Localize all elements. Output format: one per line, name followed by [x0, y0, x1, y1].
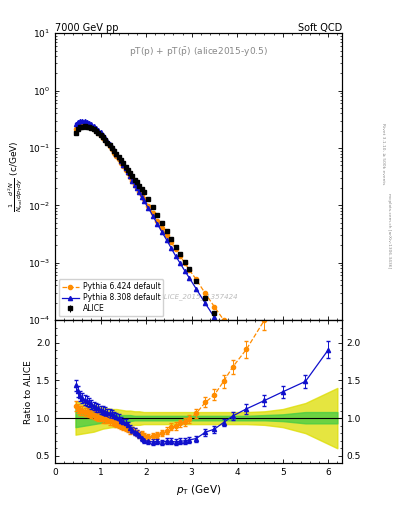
- Pythia 8.308 default: [101, 132, 105, 138]
- Pythia 6.424 default: [112, 150, 117, 156]
- Pythia 8.308 default: [110, 144, 114, 150]
- Pythia 8.308 default: [80, 118, 85, 124]
- Y-axis label: Ratio to ALICE: Ratio to ALICE: [24, 360, 33, 423]
- X-axis label: $p_{\rm T}$ (GeV): $p_{\rm T}$ (GeV): [176, 483, 221, 497]
- Line: Pythia 6.424 default: Pythia 6.424 default: [73, 122, 331, 431]
- Pythia 6.424 default: [303, 406, 308, 412]
- Pythia 8.308 default: [73, 121, 78, 127]
- Text: ALICE_2015_I1357424: ALICE_2015_I1357424: [159, 293, 238, 300]
- Pythia 6.424 default: [73, 126, 78, 132]
- Line: Pythia 8.308 default: Pythia 8.308 default: [73, 119, 331, 460]
- Pythia 8.308 default: [160, 229, 164, 235]
- Text: pT(p) + pT($\bar{\rm p}$) (alice2015-y0.5): pT(p) + pT($\bar{\rm p}$) (alice2015-y0.…: [129, 45, 268, 58]
- Pythia 6.424 default: [160, 225, 164, 231]
- Pythia 8.308 default: [173, 253, 178, 259]
- Pythia 6.424 default: [326, 426, 331, 432]
- Pythia 6.424 default: [110, 146, 114, 152]
- Text: Soft QCD: Soft QCD: [298, 23, 342, 33]
- Y-axis label: $\frac{1}{N_{\rm inal}}\frac{d^2N}{dp_{\rm T}dy}$ (c/GeV): $\frac{1}{N_{\rm inal}}\frac{d^2N}{dp_{\…: [7, 141, 25, 212]
- Text: mcplots.cern.ch [arXiv:1306.3436]: mcplots.cern.ch [arXiv:1306.3436]: [387, 193, 391, 268]
- Pythia 6.424 default: [101, 135, 105, 141]
- Pythia 8.308 default: [112, 147, 117, 154]
- Text: Rivet 3.1.10, ≥ 500k events: Rivet 3.1.10, ≥ 500k events: [381, 123, 385, 184]
- Pythia 8.308 default: [326, 455, 331, 461]
- Pythia 6.424 default: [80, 121, 85, 127]
- Legend: Pythia 6.424 default, Pythia 8.308 default, ALICE: Pythia 6.424 default, Pythia 8.308 defau…: [59, 279, 163, 316]
- Text: 7000 GeV pp: 7000 GeV pp: [55, 23, 119, 33]
- Pythia 6.424 default: [173, 246, 178, 252]
- Pythia 8.308 default: [303, 429, 308, 435]
